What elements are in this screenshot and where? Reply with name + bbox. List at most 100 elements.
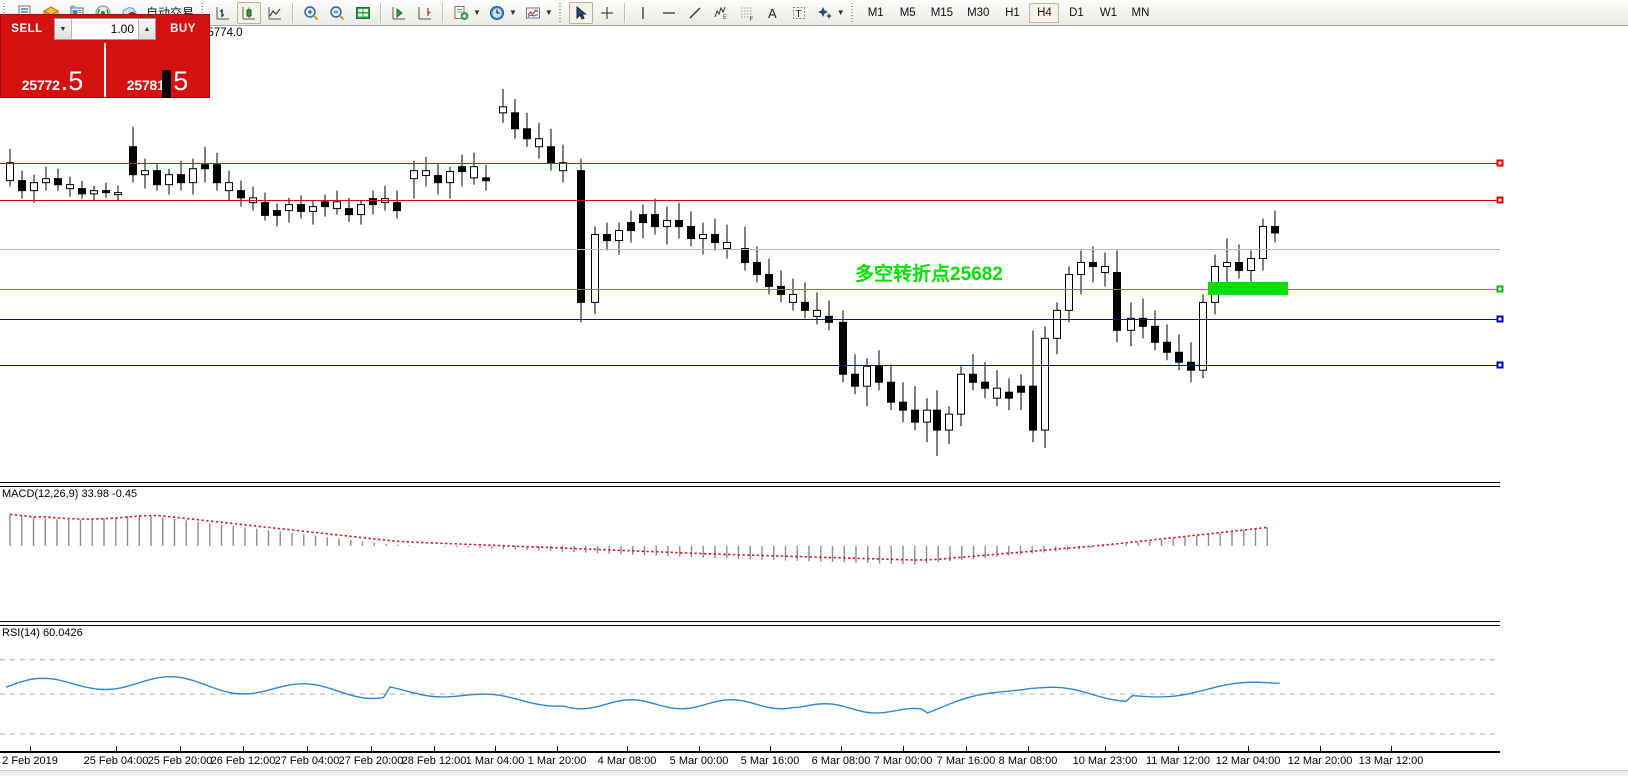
indicators-icon[interactable] (521, 2, 545, 24)
sell-price[interactable]: 25772.5 (1, 43, 106, 97)
timeframe-mn[interactable]: MN (1131, 6, 1150, 19)
chart-shift-icon[interactable] (413, 2, 437, 24)
timeframe-m1[interactable]: M1 (867, 6, 884, 19)
timeframe-w1[interactable]: W1 (1099, 6, 1118, 19)
text-label-icon[interactable]: T (787, 2, 811, 24)
line-chart-icon[interactable] (263, 2, 287, 24)
chart-area[interactable]: ▲DJ30-,H4 25803.0 25807.0 25771.0 25774.… (0, 27, 1628, 775)
candle (482, 164, 490, 191)
horizontal-line-icon[interactable] (657, 2, 681, 24)
level-line-25682-8[interactable] (0, 289, 1500, 290)
toolbar-grip-2[interactable] (201, 2, 208, 23)
level-line-25774-0[interactable] (0, 249, 1500, 250)
sell-button[interactable]: SELL (11, 23, 43, 35)
zoom-out-icon[interactable] (325, 2, 349, 24)
level-line-25483-1[interactable] (0, 365, 1500, 366)
timeframe-h1[interactable]: H1 (1005, 6, 1020, 19)
crosshair-icon[interactable] (595, 2, 619, 24)
time-axis-line (0, 751, 1500, 753)
time-tick (30, 746, 31, 752)
candle (801, 282, 809, 319)
buy-price[interactable]: 25781.5 (106, 43, 209, 97)
candle (851, 354, 859, 395)
level-line-25606-0[interactable] (0, 319, 1500, 320)
one-click-trading-panel[interactable]: SELL ▼ 1.00 ▲ BUY 25772.5 25781.5 (0, 14, 210, 98)
vertical-line-icon[interactable] (631, 2, 655, 24)
level-handle[interactable] (1496, 196, 1504, 204)
level-handle[interactable] (1496, 315, 1504, 323)
elliott-wave-icon[interactable]: E (709, 2, 733, 24)
candle (410, 160, 418, 199)
timeframe-h4[interactable]: H4 (1029, 2, 1060, 23)
period-dropdown-icon[interactable]: ▼ (508, 8, 517, 17)
candle (651, 198, 659, 235)
svg-text:E: E (723, 15, 727, 21)
level-handle[interactable] (1496, 285, 1504, 293)
candlestick-chart-icon[interactable] (237, 1, 262, 24)
objects-dropdown-icon[interactable]: ▼ (836, 8, 845, 17)
time-tick (966, 746, 967, 752)
fibonacci-icon[interactable]: F (735, 2, 759, 24)
grid-icon[interactable] (351, 2, 375, 24)
candle (1005, 378, 1013, 411)
toolbar-separator-4 (623, 2, 626, 23)
buy-button[interactable]: BUY (170, 23, 196, 35)
level-handle[interactable] (1496, 159, 1504, 167)
toolbar-separator (292, 2, 295, 23)
toolbar-grip[interactable] (3, 2, 9, 23)
trendline-icon[interactable] (683, 2, 707, 24)
timeframe-d1[interactable]: D1 (1069, 6, 1084, 19)
time-tick (557, 746, 558, 752)
time-axis-label: 7 Mar 16:00 (936, 755, 996, 767)
objects-icon[interactable] (813, 2, 837, 24)
toolbar-grip-4[interactable] (850, 2, 857, 23)
candle (165, 168, 173, 195)
pivot-annotation-text[interactable]: 多空转折点25682 (855, 264, 1003, 285)
time-axis-label: 25 Feb 20:00 (147, 755, 213, 767)
candle (297, 195, 305, 219)
price-axis[interactable]: 26255.026173.026091.025929.025847.025774… (1490, 27, 1628, 775)
candle (434, 162, 442, 195)
period-clock-icon[interactable] (485, 2, 509, 24)
time-tick (434, 746, 435, 752)
indicators-dropdown-icon[interactable]: ▼ (544, 8, 553, 17)
volume-increase-icon[interactable]: ▲ (138, 19, 155, 39)
bar-chart-icon[interactable] (211, 2, 235, 24)
candle (711, 218, 719, 251)
candle (511, 98, 519, 139)
pivot-highlight-box[interactable] (1208, 282, 1288, 295)
cursor-icon[interactable] (568, 1, 593, 24)
time-tick (770, 746, 771, 752)
candle (30, 174, 38, 203)
volume-value[interactable]: 1.00 (110, 22, 134, 36)
candle (1235, 244, 1243, 279)
time-tick (495, 746, 496, 752)
candle (261, 192, 269, 221)
time-tick (699, 746, 700, 752)
candle (345, 197, 353, 222)
timeframe-m15[interactable]: M15 (930, 6, 954, 19)
timeframe-m5[interactable]: M5 (899, 6, 916, 19)
zoom-in-icon[interactable] (299, 2, 323, 24)
timeframe-m30[interactable]: M30 (967, 6, 990, 19)
level-handle[interactable] (1496, 361, 1504, 369)
time-axis-label: 11 Mar 12:00 (1145, 755, 1211, 767)
candle (153, 162, 161, 191)
candle (1151, 310, 1159, 351)
macd-pane-divider (0, 482, 1500, 487)
toolbar-grip-3[interactable] (558, 2, 565, 23)
candle (369, 190, 377, 215)
volume-decrease-icon[interactable]: ▼ (55, 19, 72, 39)
candle (753, 246, 761, 283)
level-line-26004-9[interactable] (0, 163, 1500, 164)
level-line-25908-1[interactable] (0, 200, 1500, 201)
new-chart-dropdown-icon[interactable]: ▼ (473, 8, 481, 17)
text-icon[interactable]: A (761, 2, 785, 24)
rsi-label: RSI(14) 60.0426 (2, 627, 83, 639)
volume-stepper[interactable]: ▼ 1.00 ▲ (54, 18, 156, 40)
svg-text:A: A (768, 6, 777, 21)
new-chart-icon[interactable] (449, 2, 473, 24)
time-tick (841, 746, 842, 752)
scroll-end-icon[interactable] (387, 2, 411, 24)
candle (1247, 250, 1255, 287)
